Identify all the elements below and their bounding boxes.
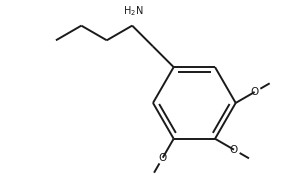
Text: O: O (159, 153, 167, 163)
Text: H$_2$N: H$_2$N (123, 4, 144, 18)
Text: O: O (251, 87, 259, 97)
Text: O: O (230, 145, 238, 155)
